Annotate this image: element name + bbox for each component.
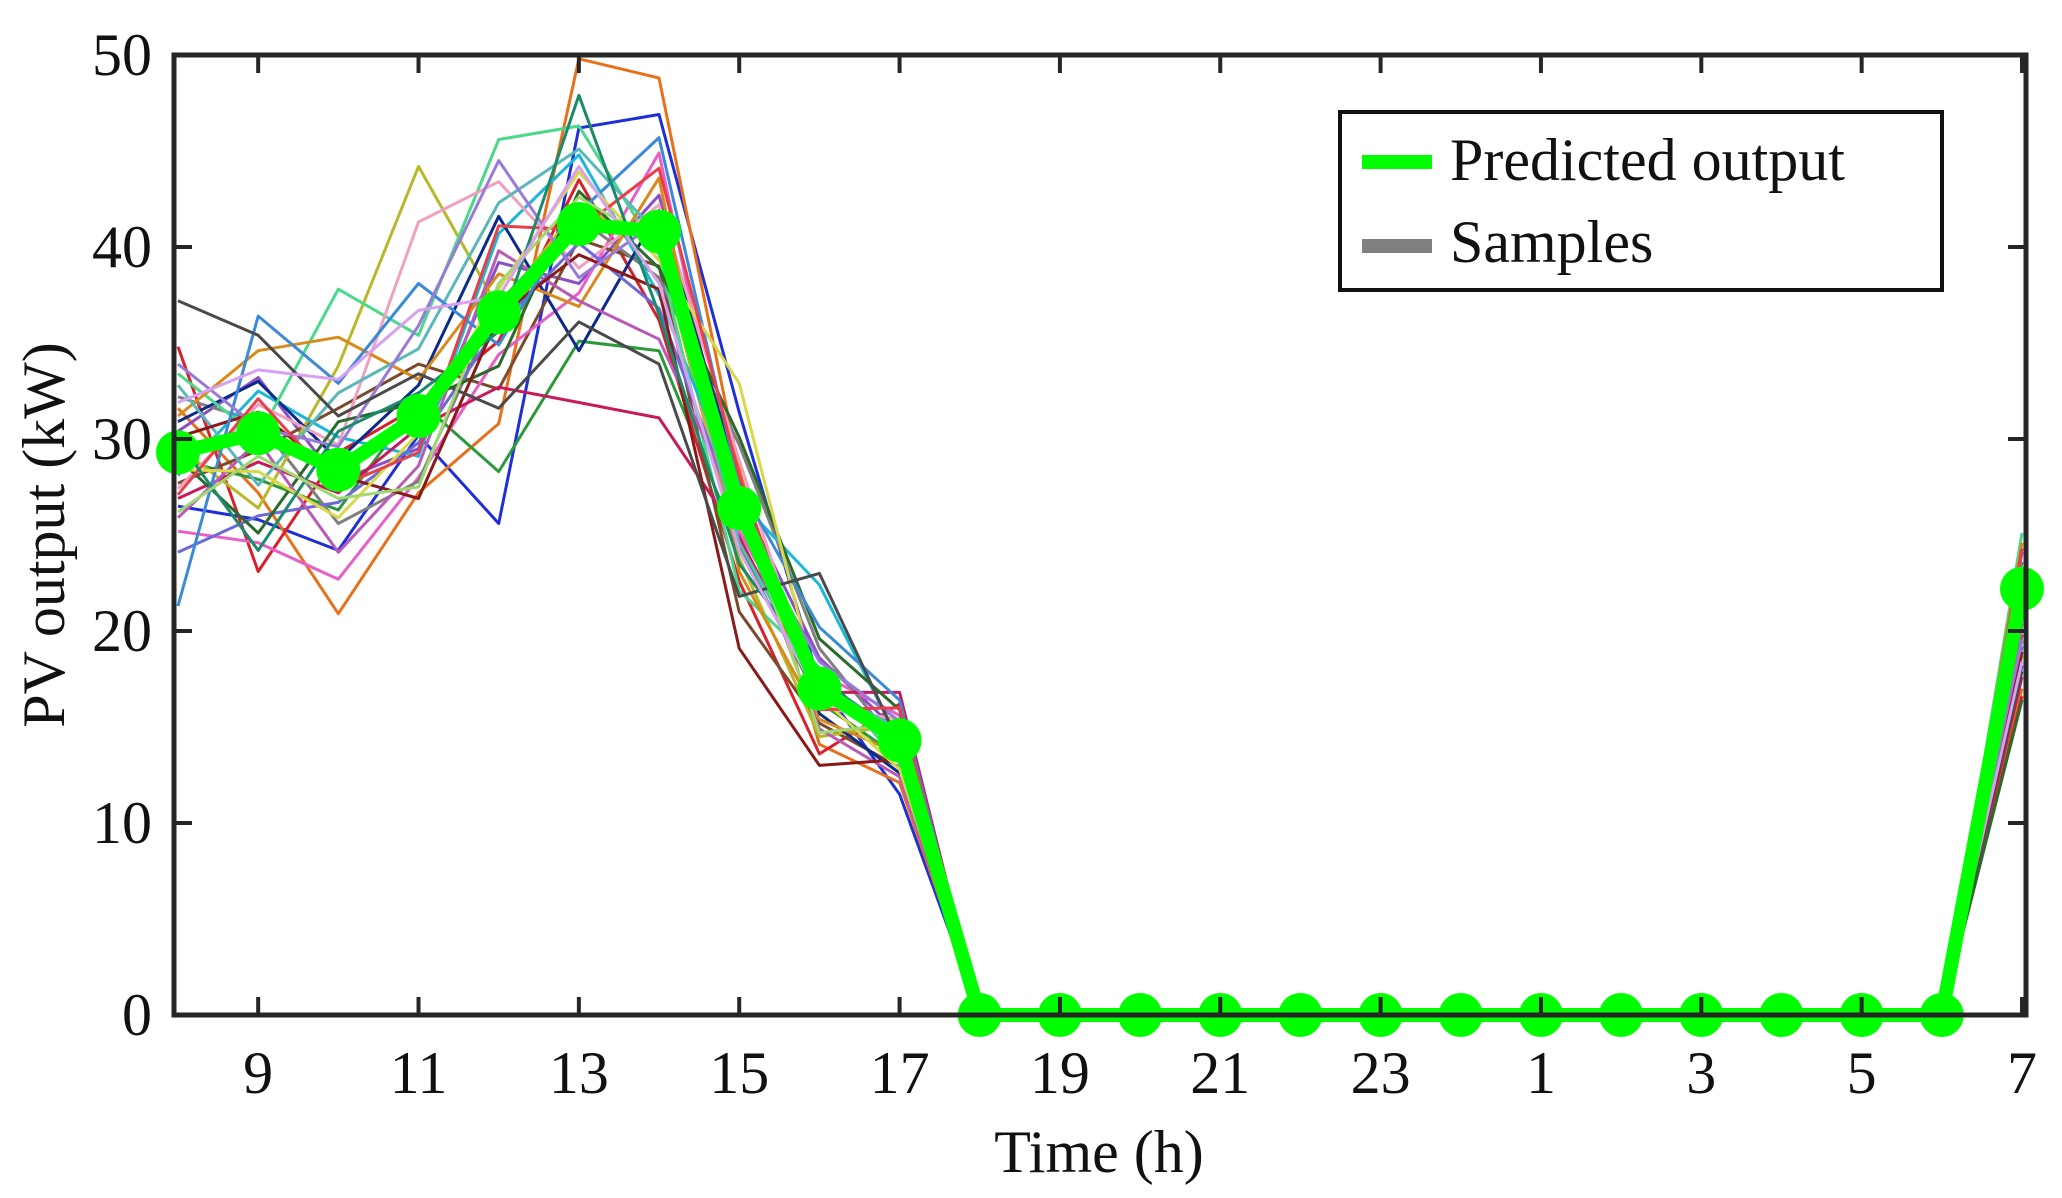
y-tick-label: 40	[92, 214, 152, 280]
y-tick-label: 30	[92, 406, 152, 472]
sample-series-line-23	[177, 159, 2024, 1015]
x-tick-label: 9	[243, 1040, 273, 1106]
x-tick-label: 13	[549, 1040, 609, 1106]
predicted-point-10	[316, 447, 361, 492]
y-tick-label: 50	[92, 22, 152, 88]
sample-series-line-7	[177, 151, 2024, 1015]
sample-series-line-16	[177, 176, 2024, 1015]
sample-series-line-18	[176, 249, 2024, 1015]
x-tick-label: 11	[390, 1040, 448, 1106]
predicted-point-15	[717, 486, 762, 531]
legend-box	[1338, 110, 1944, 292]
sample-series-line-17	[176, 189, 2024, 1015]
sample-series-line-11	[177, 209, 2024, 1015]
y-tick-label: 0	[122, 982, 152, 1048]
axes-frame	[171, 52, 2029, 1018]
predicted-point-7	[2000, 566, 2044, 611]
sample-series-line-26	[176, 93, 2024, 1015]
x-tick-label: 1	[1526, 1040, 1556, 1106]
predicted-point-11	[396, 394, 441, 438]
x-tick-label: 19	[1030, 1040, 1090, 1106]
predicted-point-9	[236, 411, 281, 456]
predicted-point-14	[637, 209, 681, 254]
sample-series-line-1	[177, 113, 2024, 1015]
sample-series-line-24	[177, 299, 2024, 1015]
sample-series-line-10	[176, 153, 2024, 1015]
x-tick-label: 7	[2007, 1040, 2037, 1106]
x-tick-label: 15	[709, 1040, 769, 1106]
predicted-point-13	[556, 202, 601, 246]
predicted-point-16	[797, 666, 842, 711]
sample-series-line-13	[177, 124, 2024, 1015]
sample-series-line-20	[177, 253, 2024, 1015]
legend-predicted-label: Predicted output	[1450, 127, 1845, 193]
y-tick-label: 20	[92, 598, 152, 664]
sample-series-line-2	[176, 57, 2024, 1015]
predicted-point-8	[156, 430, 200, 475]
x-tick-label: 21	[1190, 1040, 1250, 1106]
sample-series-line-25	[176, 166, 2024, 1015]
y-tick-label: 10	[92, 790, 152, 856]
x-tick-label: 5	[1847, 1040, 1877, 1106]
sample-series-line-6	[177, 237, 2024, 1015]
x-tick-label: 3	[1686, 1040, 1716, 1106]
x-tick-label: 23	[1351, 1040, 1411, 1106]
sample-series-line-4	[176, 178, 2024, 1015]
y-axis-label: PV output (kW)	[11, 342, 77, 728]
sample-series-line-3	[177, 339, 2024, 1015]
legend-samples-label: Samples	[1450, 209, 1653, 275]
predicted-point-17	[877, 718, 922, 763]
sample-series-line-12	[177, 385, 2024, 1015]
x-axis-label: Time (h)	[994, 1119, 1203, 1185]
legend: Predicted output Samples	[1338, 110, 1944, 292]
sample-series-line-19	[176, 147, 2024, 1015]
x-tick-label: 17	[870, 1040, 930, 1106]
predicted-point-12	[476, 290, 521, 335]
